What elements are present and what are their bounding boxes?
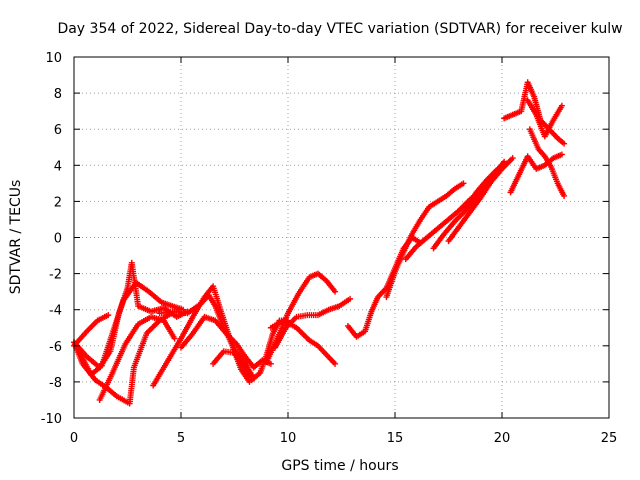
y-tick-label: -8 <box>49 376 62 391</box>
data-point <box>332 360 339 367</box>
series-sat-r <box>462 160 510 212</box>
x-tick-label: 0 <box>70 431 78 446</box>
data-point <box>558 102 565 109</box>
series-sat-u <box>526 126 568 199</box>
data-point <box>332 288 339 295</box>
y-tick-label: 6 <box>54 123 62 138</box>
chart-title: Day 354 of 2022, Sidereal Day-to-day VTE… <box>57 21 622 37</box>
series-sat-j <box>263 270 339 366</box>
y-tick-label: -6 <box>49 340 62 355</box>
series-sat-d <box>96 313 178 403</box>
data-point <box>561 192 568 199</box>
grid <box>74 57 609 418</box>
x-axis-label: GPS time / hours <box>281 458 398 474</box>
y-tick-label: 0 <box>54 232 62 247</box>
series-sat-e <box>71 312 112 349</box>
x-tick-label: 20 <box>494 431 511 446</box>
data-point <box>171 335 178 342</box>
data-points <box>71 79 568 407</box>
series-sat-c <box>75 279 187 378</box>
data-point <box>503 160 510 167</box>
data-point <box>105 312 112 319</box>
data-point <box>267 360 274 367</box>
axis-ticks <box>73 56 610 419</box>
x-tick-label: 10 <box>280 431 297 446</box>
data-point <box>460 180 467 187</box>
series-sat-v <box>524 97 565 140</box>
x-tick-label: 15 <box>387 431 404 446</box>
x-tick-label: 5 <box>177 431 185 446</box>
y-tick-label: -4 <box>49 304 62 319</box>
series-sat-l <box>267 317 339 367</box>
data-point <box>558 151 565 158</box>
data-point <box>509 155 516 162</box>
data-point <box>347 295 354 302</box>
y-tick-label: 8 <box>54 87 62 102</box>
x-tick-label: 25 <box>601 431 618 446</box>
y-tick-label: 4 <box>54 159 62 174</box>
y-tick-label: 10 <box>45 51 62 66</box>
data-point <box>561 140 568 147</box>
y-tick-label: 2 <box>54 195 62 210</box>
y-axis-label: SDTVAR / TECUs <box>8 180 24 295</box>
series-sat-f <box>150 283 253 389</box>
series-sat-q <box>445 155 516 245</box>
axis-tick-labels: 0 5 10 15 20 25 -10 -8 -6 -4 -2 0 2 4 6 8 10 <box>41 51 618 446</box>
y-tick-label: -10 <box>41 412 62 427</box>
y-tick-label: -2 <box>49 268 62 283</box>
series-sat-n <box>383 180 467 301</box>
